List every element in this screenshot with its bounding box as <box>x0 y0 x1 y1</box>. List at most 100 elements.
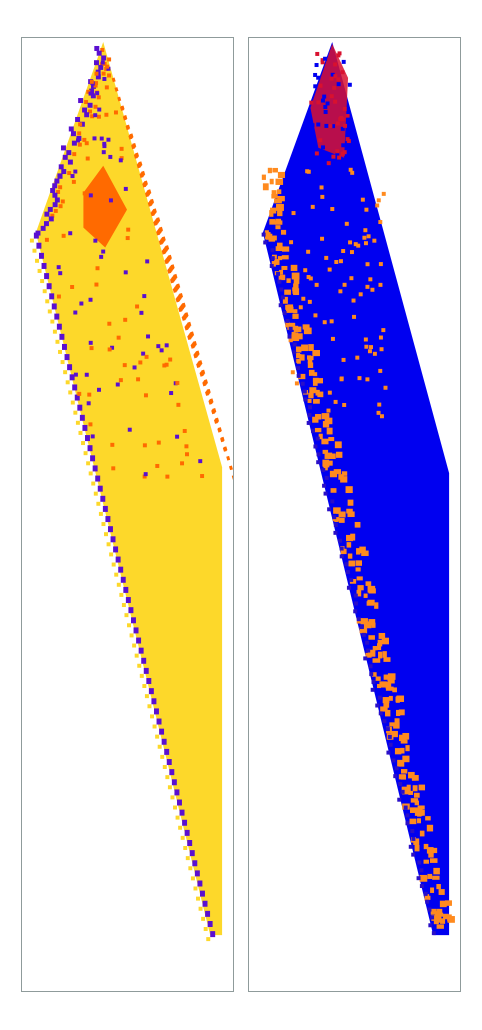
edge-mark <box>261 232 266 237</box>
edge-mark-light <box>114 572 119 577</box>
interior-cell <box>341 249 346 253</box>
interior-cell <box>324 255 329 260</box>
edge-mark <box>359 625 364 630</box>
interior-cell <box>44 237 49 242</box>
apex-cell <box>314 63 319 68</box>
apex-mark <box>58 164 64 170</box>
orange-band-cell <box>359 627 368 634</box>
interior-cell <box>363 337 368 342</box>
edge-mark <box>310 428 315 433</box>
apex-accent <box>84 100 89 105</box>
apex-cell <box>325 101 330 106</box>
apex-cell <box>318 138 323 143</box>
apex-cell <box>315 51 320 56</box>
orange-band-cell <box>382 697 390 704</box>
edge-mark <box>182 819 188 826</box>
apex-cell <box>313 84 318 89</box>
interior-cell <box>378 368 383 373</box>
interior-cell <box>73 169 78 174</box>
apex-cell <box>321 145 325 150</box>
interior-cell <box>330 207 335 212</box>
edge-mark <box>115 556 121 563</box>
apex-accent <box>77 142 82 147</box>
interior-cell <box>95 266 100 271</box>
apex-mark <box>43 221 49 227</box>
edge-mark <box>400 789 405 794</box>
apex-cell <box>316 100 321 105</box>
interior-cell <box>364 207 369 212</box>
orange-band-cell <box>377 683 382 689</box>
edge-mark <box>430 915 435 920</box>
orange-band-cell <box>347 499 354 506</box>
apex-cell <box>345 114 350 119</box>
edge-mark <box>176 799 182 806</box>
edge-mark <box>316 460 321 465</box>
interior-cell <box>88 422 93 427</box>
edge-mark <box>427 907 432 912</box>
orange-band-cell <box>402 755 410 763</box>
interior-cell <box>56 265 61 270</box>
orange-band-cell <box>338 517 345 523</box>
apex-mark <box>75 116 81 122</box>
apex-accent <box>53 208 58 213</box>
orange-band-cell <box>431 915 438 921</box>
interior-cell <box>296 347 300 352</box>
orange-band-cell <box>397 759 405 767</box>
interior-cell <box>381 328 386 333</box>
edge-mark <box>338 538 343 543</box>
interior-cell <box>127 427 132 432</box>
interior-cell <box>79 301 84 306</box>
edge-mark-light <box>81 441 85 446</box>
edge-mark-light <box>116 582 121 587</box>
interior-cell <box>376 198 381 203</box>
interior-cell <box>104 112 109 117</box>
apex-mark <box>66 150 72 156</box>
orange-band-cell <box>414 800 419 806</box>
orange-band-cell <box>368 635 375 640</box>
apex-cell <box>331 154 336 159</box>
orange-band-cell <box>324 452 333 459</box>
edge-mark <box>296 373 301 378</box>
edge-mark <box>153 708 159 715</box>
interior-cell <box>372 351 377 356</box>
orange-band-cell <box>443 913 449 920</box>
edge-mark <box>285 318 290 323</box>
interior-cell <box>93 113 98 118</box>
edge-mark-light <box>65 380 70 385</box>
edge-mark <box>292 350 297 355</box>
interior-cell <box>342 282 347 287</box>
edge-mark <box>410 829 415 834</box>
interior-cell <box>88 91 93 96</box>
edge-mark <box>77 404 83 411</box>
edge-mark <box>113 546 119 553</box>
orange-band-cell <box>269 219 276 225</box>
apex-cell <box>334 165 339 170</box>
edge-mark <box>44 273 50 280</box>
edge-mark <box>207 921 213 927</box>
interior-cell <box>365 262 370 267</box>
apex-mark <box>35 230 41 236</box>
orange-band-cell <box>277 206 283 212</box>
orange-band-cell <box>314 427 322 433</box>
orange-band-cell <box>280 229 287 235</box>
edge-mark-light <box>137 663 142 668</box>
edge-mark <box>330 499 335 504</box>
interior-cell <box>97 387 101 392</box>
interior-cell <box>87 392 92 397</box>
edge-mark <box>184 829 190 836</box>
edge-mark <box>303 397 308 402</box>
apex-mark <box>76 135 82 141</box>
edge-mark <box>397 797 402 802</box>
edge-mark-light <box>70 400 75 405</box>
interior-cell <box>338 289 343 294</box>
edge-mark-light <box>78 430 83 435</box>
orange-band-cell <box>333 507 341 514</box>
edge-mark-light <box>188 866 193 871</box>
apex-cell <box>337 155 342 160</box>
edge-mark <box>394 766 399 771</box>
interior-cell <box>99 136 104 141</box>
orange-band-cell <box>261 174 266 180</box>
edge-mark <box>371 679 376 684</box>
interior-cell <box>168 357 173 362</box>
edge-mark-light <box>93 491 98 496</box>
